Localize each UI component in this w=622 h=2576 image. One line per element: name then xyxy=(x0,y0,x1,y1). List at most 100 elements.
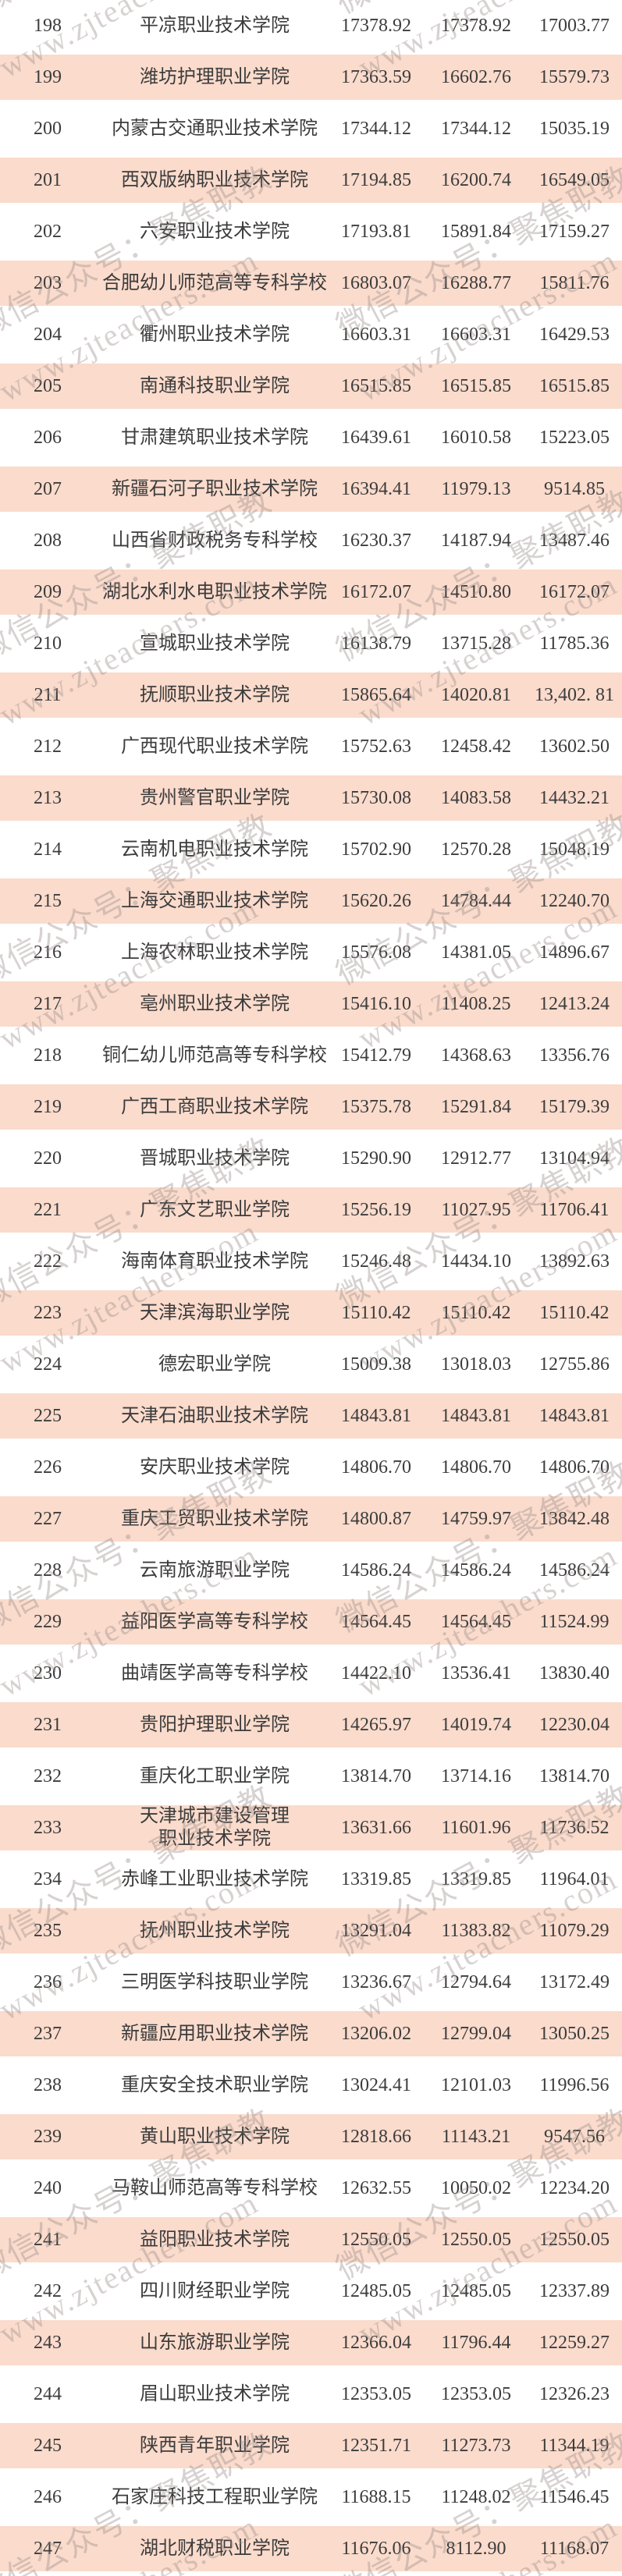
rank-cell: 238 xyxy=(34,2074,62,2095)
rank-cell: 243 xyxy=(34,2332,62,2353)
value3-cell: 13104.94 xyxy=(539,1148,610,1169)
table-row: 217 亳州职业技术学院 15416.10 11408.25 12413.24 xyxy=(0,978,622,1030)
table-row: 207 新疆石河子职业技术学院 16394.41 11979.13 9514.8… xyxy=(0,463,622,515)
rank-cell: 232 xyxy=(34,1765,62,1787)
rank-cell: 216 xyxy=(34,942,62,963)
value3-cell: 12240.70 xyxy=(539,890,610,911)
value3-cell: 14586.24 xyxy=(539,1559,610,1581)
value3-cell: 13830.40 xyxy=(539,1662,610,1684)
value3-cell: 12550.05 xyxy=(539,2229,610,2250)
college-name-cell: 重庆工贸职业技术学院 xyxy=(121,1508,308,1529)
value2-cell: 11979.13 xyxy=(441,478,511,499)
value2-cell: 16288.77 xyxy=(441,272,511,293)
value2-cell: 11027.95 xyxy=(441,1199,511,1220)
value3-cell: 15048.19 xyxy=(539,839,610,860)
value2-cell: 12458.42 xyxy=(441,736,511,757)
rank-cell: 226 xyxy=(34,1457,62,1478)
value1-cell: 15730.08 xyxy=(341,787,411,808)
value2-cell: 14020.81 xyxy=(441,684,511,705)
rank-cell: 237 xyxy=(34,2023,62,2044)
value3-cell: 12337.89 xyxy=(539,2280,610,2301)
value2-cell: 13018.03 xyxy=(441,1354,511,1375)
table-row: 222 海南体育职业技术学院 15246.48 14434.10 13892.6… xyxy=(0,1236,622,1287)
value1-cell: 13024.41 xyxy=(341,2074,411,2095)
value1-cell: 14586.24 xyxy=(341,1559,411,1581)
rank-cell: 217 xyxy=(34,993,62,1014)
table-row: 218 铜仁幼儿师范高等专科学校 15412.79 14368.63 13356… xyxy=(0,1030,622,1081)
value2-cell: 14434.10 xyxy=(441,1251,511,1272)
value3-cell: 12755.86 xyxy=(539,1354,610,1375)
value1-cell: 16803.07 xyxy=(341,272,411,293)
college-name-cell: 广西工商职业技术学院 xyxy=(121,1096,308,1117)
value3-cell: 13050.25 xyxy=(539,2023,610,2044)
value3-cell: 15223.05 xyxy=(539,427,610,448)
table-row: 229 益阳医学高等专科学校 14564.45 14564.45 11524.9… xyxy=(0,1596,622,1648)
rank-cell: 236 xyxy=(34,1971,62,1992)
value2-cell: 14843.81 xyxy=(441,1405,511,1426)
college-name-cell: 德宏职业学院 xyxy=(158,1354,271,1375)
college-name-cell: 黄山职业技术学院 xyxy=(140,2126,290,2147)
table-row: 198 平凉职业技术学院 17378.92 17378.92 17003.77 xyxy=(0,0,622,51)
value1-cell: 15375.78 xyxy=(341,1096,411,1117)
college-name-cell: 六安职业技术学院 xyxy=(140,221,290,242)
value2-cell: 14784.44 xyxy=(441,890,511,911)
table-row: 239 黄山职业技术学院 12818.66 11143.21 9547.56 xyxy=(0,2111,622,2163)
value1-cell: 13319.85 xyxy=(341,1868,411,1889)
value3-cell: 12230.04 xyxy=(539,1714,610,1735)
value3-cell: 16429.53 xyxy=(539,324,610,345)
table-row: 232 重庆化工职业学院 13814.70 13714.16 13814.70 xyxy=(0,1751,622,1802)
rank-cell: 245 xyxy=(34,2435,62,2456)
college-name-cell: 贵阳护理职业学院 xyxy=(140,1714,290,1735)
table-row: 215 上海交通职业技术学院 15620.26 14784.44 12240.7… xyxy=(0,875,622,927)
college-name-cell: 眉山职业技术学院 xyxy=(140,2383,290,2404)
rank-cell: 223 xyxy=(34,1302,62,1323)
rank-cell: 207 xyxy=(34,478,62,499)
college-name-cell: 新疆应用职业技术学院 xyxy=(121,2023,308,2044)
value3-cell: 12259.27 xyxy=(539,2332,610,2353)
table-row: 204 衢州职业技术学院 16603.31 16603.31 16429.53 xyxy=(0,309,622,360)
value1-cell: 14265.97 xyxy=(341,1714,411,1735)
rank-cell: 208 xyxy=(34,530,62,551)
value1-cell: 13236.67 xyxy=(341,1971,411,1992)
rank-cell: 242 xyxy=(34,2280,62,2301)
rank-cell: 228 xyxy=(34,1559,62,1581)
value1-cell: 12351.71 xyxy=(341,2435,411,2456)
value1-cell: 13206.02 xyxy=(341,2023,411,2044)
college-name-cell: 马鞍山师范高等专科学校 xyxy=(112,2177,318,2198)
rank-cell: 220 xyxy=(34,1148,62,1169)
college-name-cell: 四川财经职业学院 xyxy=(140,2280,290,2301)
value3-cell: 11079.29 xyxy=(539,1920,610,1941)
value1-cell: 12366.04 xyxy=(341,2332,411,2353)
college-name-cell: 潍坊护理职业学院 xyxy=(140,66,290,87)
value2-cell: 8112.90 xyxy=(446,2538,506,2559)
value1-cell: 17344.12 xyxy=(341,118,411,139)
value2-cell: 13536.41 xyxy=(441,1662,511,1684)
value1-cell: 14806.70 xyxy=(341,1457,411,1478)
value3-cell: 11546.45 xyxy=(539,2486,610,2507)
college-name-cell: 山东旅游职业学院 xyxy=(140,2332,290,2353)
college-name-cell: 曲靖医学高等专科学校 xyxy=(121,1662,308,1684)
table-row: 203 合肥幼儿师范高等专科学校 16803.07 16288.77 15811… xyxy=(0,257,622,309)
value1-cell: 14422.10 xyxy=(341,1662,411,1684)
value1-cell: 17363.59 xyxy=(341,66,411,87)
table-row: 235 抚州职业技术学院 13291.04 11383.82 11079.29 xyxy=(0,1905,622,1957)
value1-cell: 11676.06 xyxy=(341,2538,411,2559)
rank-cell: 213 xyxy=(34,787,62,808)
rank-cell: 239 xyxy=(34,2126,62,2147)
rank-cell: 201 xyxy=(34,169,62,190)
table-row: 208 山西省财政税务专科学校 16230.37 14187.94 13487.… xyxy=(0,515,622,566)
table-row: 201 西双版纳职业技术学院 17194.85 16200.74 16549.0… xyxy=(0,154,622,206)
value3-cell: 9514.85 xyxy=(544,478,605,499)
rank-cell: 215 xyxy=(34,890,62,911)
value3-cell: 17003.77 xyxy=(539,15,610,36)
value1-cell: 16138.79 xyxy=(341,633,411,654)
college-name-cell: 新疆石河子职业技术学院 xyxy=(112,478,318,499)
rank-cell: 247 xyxy=(34,2538,62,2559)
value3-cell: 12234.20 xyxy=(539,2177,610,2198)
table-row: 212 广西现代职业技术学院 15752.63 12458.42 13602.5… xyxy=(0,721,622,772)
value1-cell: 12632.55 xyxy=(341,2177,411,2198)
college-name-cell: 抚州职业技术学院 xyxy=(140,1920,290,1941)
value3-cell: 15110.42 xyxy=(539,1302,610,1323)
value2-cell: 12912.77 xyxy=(441,1148,511,1169)
value2-cell: 13319.85 xyxy=(441,1868,511,1889)
